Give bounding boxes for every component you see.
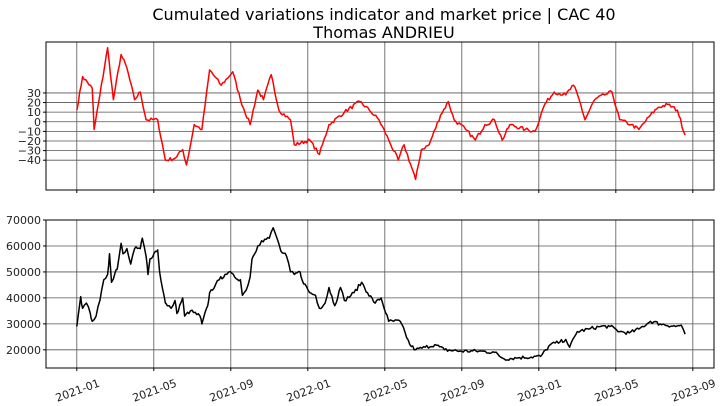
x-tick-label: 2023-09 [670,377,718,405]
x-tick-label: 2022-01 [285,377,333,405]
y-tick-label: −20 [18,135,41,148]
price-panel: 2021-01 2021-05 2021-09 2022-01 2022-05 2022-… [6,214,717,405]
x-tick-label: 2022-05 [362,377,410,405]
series-line-market-price [76,227,686,361]
axes-frame [45,41,715,191]
x-tick-label: 2023-01 [516,377,564,405]
y-tick-label: 50000 [6,266,41,279]
x-tick-label: 2021-01 [54,377,102,405]
y-tick-label: 30000 [6,318,41,331]
x-tick-label: 2021-09 [208,377,256,405]
y-tick-label: 10 [27,106,41,119]
y-tick-label: −40 [18,154,41,167]
chart-title: Cumulated variations indicator and marke… [152,5,615,24]
y-tick-label: 60000 [6,240,41,253]
y-tick-label: −10 [18,125,41,138]
x-tick-label: 2022-09 [439,377,487,405]
y-tick-label: 30 [27,87,41,100]
y-tick-label: 40000 [6,292,41,305]
series-line-indicator [76,47,686,181]
axes-frame [45,219,715,369]
y-tick-label: 0 [34,116,41,129]
chart-subtitle: Thomas ANDRIEU [312,23,454,42]
y-tick-label: −30 [18,145,41,158]
y-tick-label: 70000 [6,214,41,227]
x-tick-label: 2021-05 [131,377,179,405]
x-tick-label: 2023-05 [593,377,641,405]
y-tick-label: 20 [27,97,41,110]
y-tick-label: 20000 [6,344,41,357]
